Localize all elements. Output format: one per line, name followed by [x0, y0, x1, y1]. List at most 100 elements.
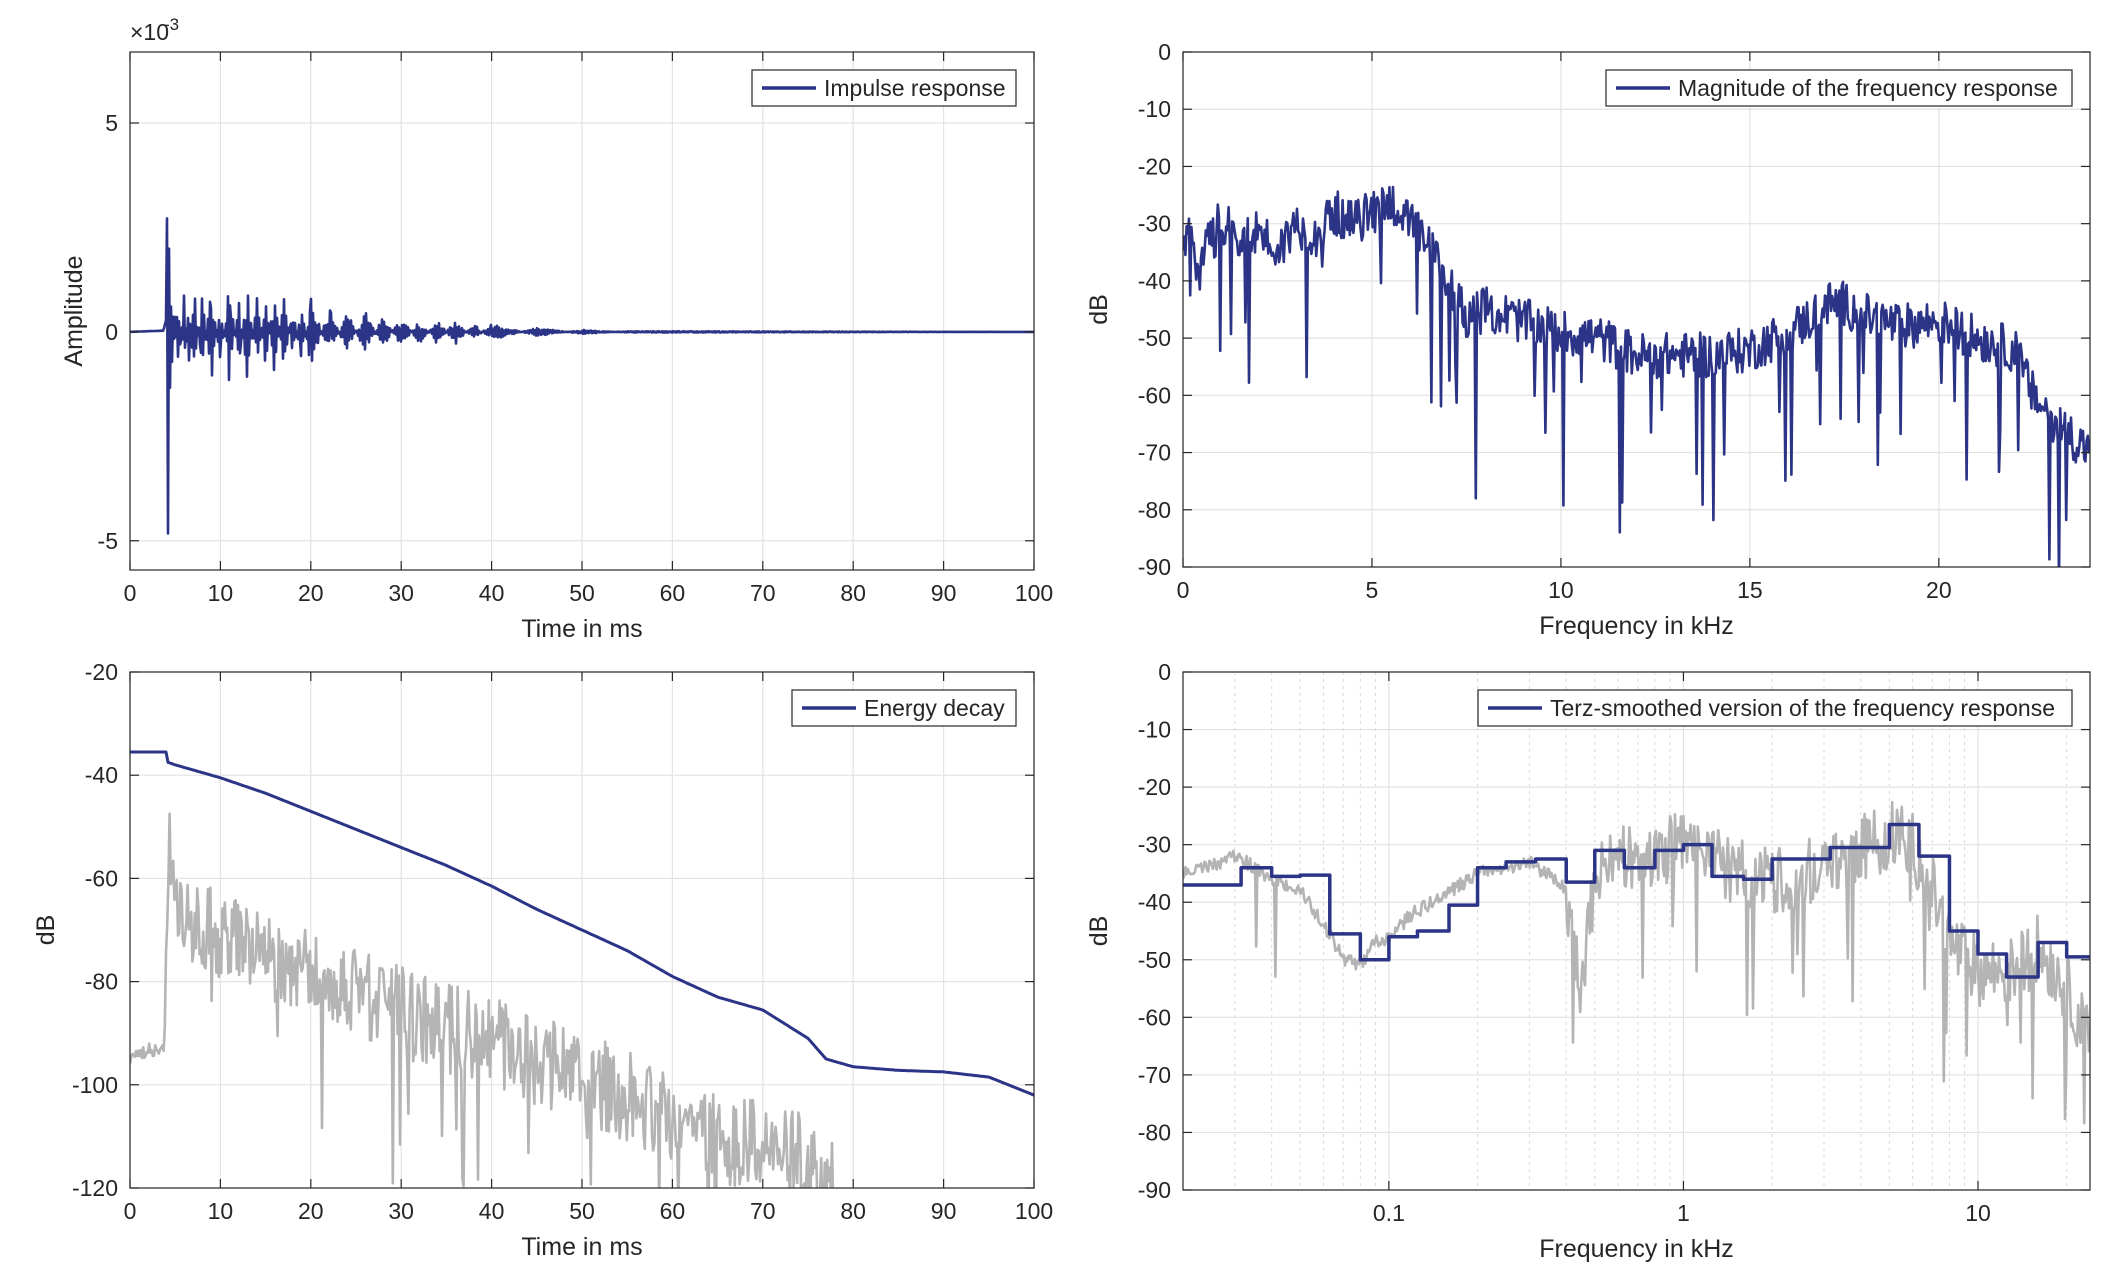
x-axis-label: Time in ms	[521, 1233, 642, 1261]
x-axis-label: Frequency in kHz	[1539, 612, 1734, 640]
legend-box	[1477, 689, 2073, 727]
legend: Impulse response	[751, 69, 1017, 107]
y-tick-label: -20	[1138, 774, 1171, 800]
y-exponent-label: ×10	[130, 19, 169, 45]
x-tick-label: 100	[1015, 580, 1053, 606]
x-tick-label: 40	[479, 1198, 505, 1224]
y-tick-label: -30	[1138, 211, 1171, 237]
x-tick-label: 70	[750, 1198, 776, 1224]
x-tick-label: 50	[569, 1198, 595, 1224]
y-axis-label: dB	[1085, 294, 1113, 325]
axes-box	[1182, 671, 2091, 1191]
x-tick-label: 10	[1965, 1200, 1991, 1226]
y-tick-label: -80	[1138, 497, 1171, 523]
legend-label: Magnitude of the frequency response	[1678, 75, 2058, 101]
y-tick-label: 0	[105, 319, 118, 345]
tick-marks	[1183, 671, 2090, 1191]
y-tick-label: 0	[1158, 39, 1171, 65]
y-tick-label: -60	[1138, 382, 1171, 408]
x-tick-label: 50	[569, 580, 595, 606]
series-line-grey-trace	[130, 812, 835, 1188]
chart-panel-bottom-right: 0.1 1 10 0 -10 -20 -30 -40 -50 -60 -70 -80 -90 Freque…	[1085, 659, 2091, 1263]
y-tick-label: -120	[72, 1175, 118, 1201]
y-tick-label: -20	[1138, 153, 1171, 179]
y-tick-label: -70	[1138, 440, 1171, 466]
legend-label: Energy decay	[864, 695, 1005, 721]
y-tick-label: -90	[1138, 554, 1171, 580]
y-tick-label: -100	[72, 1072, 118, 1098]
x-tick-label: 30	[388, 1198, 414, 1224]
y-axis-label: dB	[32, 915, 60, 946]
series-line-energy-decay	[130, 750, 1034, 1097]
x-tick-label: 20	[298, 1198, 324, 1224]
series-group	[1183, 800, 2090, 1125]
x-axis-label: Time in ms	[521, 615, 642, 643]
x-tick-label: 1	[1677, 1200, 1690, 1226]
x-tick-label: 80	[840, 580, 866, 606]
x-tick-label: 10	[208, 1198, 234, 1224]
x-tick-label: 10	[1548, 577, 1574, 603]
tick-marks	[129, 671, 1035, 1189]
series-group	[1183, 185, 2090, 567]
y-tick-label: -90	[1138, 1177, 1171, 1203]
x-tick-label: 60	[660, 1198, 686, 1224]
chart-panel-bottom-left: 0 10 20 30 40 50 60 70 80 90 100 -20 -40 -60 -80 -100 -1…	[32, 659, 1053, 1261]
y-tick-label: -60	[85, 865, 118, 891]
legend: Terz-smoothed version of the frequency r…	[1477, 689, 2073, 727]
y-tick-label: -10	[1138, 717, 1171, 743]
y-tick-label: -70	[1138, 1062, 1171, 1088]
x-tick-label: 80	[840, 1198, 866, 1224]
legend-label: Terz-smoothed version of the frequency r…	[1550, 695, 2055, 721]
x-tick-label: 100	[1015, 1198, 1053, 1224]
x-tick-label: 40	[479, 580, 505, 606]
x-tick-label: 0	[124, 580, 137, 606]
x-tick-label: 60	[660, 580, 686, 606]
y-tick-label: -80	[1138, 1119, 1171, 1145]
y-tick-label: 0	[1158, 659, 1171, 685]
series-line-terz-smoothed-version-of-the-frequency-response	[1183, 822, 2090, 979]
axes-box	[1182, 51, 2091, 568]
y-tick-label: -60	[1138, 1004, 1171, 1030]
x-tick-label: 20	[298, 580, 324, 606]
minor-grid	[1234, 672, 2068, 1190]
x-tick-label: 90	[931, 580, 957, 606]
y-tick-label: -80	[85, 969, 118, 995]
y-axis-label: dB	[1085, 916, 1113, 947]
plot-area	[1183, 52, 2090, 567]
y-axis-label: Amplitude	[60, 255, 88, 366]
y-tick-label: 5	[105, 110, 118, 136]
series-line-grey-trace	[1183, 800, 2090, 1125]
legend: Magnitude of the frequency response	[1605, 69, 2073, 107]
x-tick-label: 10	[208, 580, 234, 606]
y-tick-label: -50	[1138, 947, 1171, 973]
y-exponent-power: -3	[164, 15, 179, 34]
y-tick-label: -40	[85, 762, 118, 788]
series-line-magnitude-of-the-frequency-response	[1183, 185, 2090, 567]
legend-box	[1605, 69, 2073, 107]
y-tick-label: -10	[1138, 96, 1171, 122]
x-tick-label: 70	[750, 580, 776, 606]
tick-marks	[1182, 51, 2090, 568]
y-tick-label: -40	[1138, 889, 1171, 915]
x-tick-label: 0	[1177, 577, 1190, 603]
y-tick-label: -5	[98, 528, 118, 554]
x-tick-label: 30	[388, 580, 414, 606]
chart-panel-top-right: 0 5 10 15 20 0 -10 -20 -30 -40 -50 -60 -70 -80 -90 Freq…	[1085, 39, 2091, 640]
plot-area	[1183, 672, 2090, 1190]
x-tick-label: 5	[1366, 577, 1379, 603]
series-group	[130, 217, 1034, 535]
x-tick-label: 90	[931, 1198, 957, 1224]
legend: Energy decay	[791, 689, 1017, 727]
x-tick-label: 20	[1926, 577, 1952, 603]
x-tick-label: 0.1	[1373, 1200, 1405, 1226]
legend-label: Impulse response	[824, 75, 1006, 101]
x-axis-label: Frequency in kHz	[1539, 1235, 1734, 1263]
y-tick-label: -40	[1138, 268, 1171, 294]
series-line-impulse-response	[130, 217, 1034, 535]
tick-marks	[129, 52, 1035, 570]
x-tick-label: 15	[1737, 577, 1763, 603]
x-tick-label: 0	[124, 1198, 137, 1224]
